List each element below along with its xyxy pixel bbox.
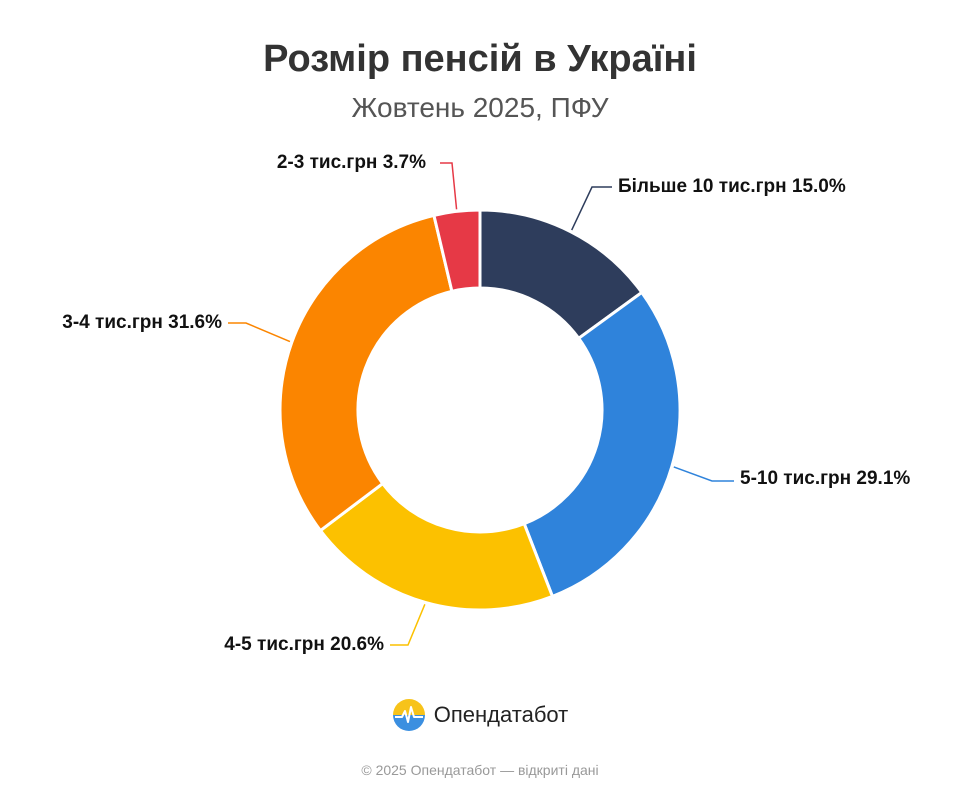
donut-slice-2 xyxy=(522,290,682,598)
leader-line-2 xyxy=(673,466,734,482)
donut-slice-5 xyxy=(432,208,482,293)
leader-line-5 xyxy=(440,162,458,210)
leader-line-3 xyxy=(390,604,426,646)
label-leaders xyxy=(228,162,734,646)
donut-chart: Більше 10 тис.грн 15.0% 5-10 тис.грн 29.1… xyxy=(62,152,910,655)
slice-label-1: Більше 10 тис.грн 15.0% xyxy=(618,176,846,197)
brand: Опендатабот xyxy=(0,698,960,732)
brand-name: Опендатабот xyxy=(433,702,569,727)
slice-labels: Більше 10 тис.грн 15.0% 5-10 тис.грн 29.1… xyxy=(62,152,910,655)
slice-label-3: 4-5 тис.грн 20.6% xyxy=(224,634,384,655)
slice-label-5: 2-3 тис.грн 3.7% xyxy=(277,152,426,173)
chart-title: Розмір пенсій в Україні xyxy=(263,38,697,80)
opendatabot-logo-icon xyxy=(392,699,425,731)
leader-line-1 xyxy=(571,186,612,231)
slice-label-4: 3-4 тис.грн 31.6% xyxy=(62,312,222,333)
slice-label-2: 5-10 тис.грн 29.1% xyxy=(740,468,910,489)
leader-line-4 xyxy=(228,322,291,343)
donut-slice-4 xyxy=(278,213,454,533)
footer-copyright: © 2025 Опендатабот — відкриті дані xyxy=(361,762,599,778)
chart-subtitle: Жовтень 2025, ПФУ xyxy=(351,92,609,123)
donut-slices xyxy=(278,208,682,612)
